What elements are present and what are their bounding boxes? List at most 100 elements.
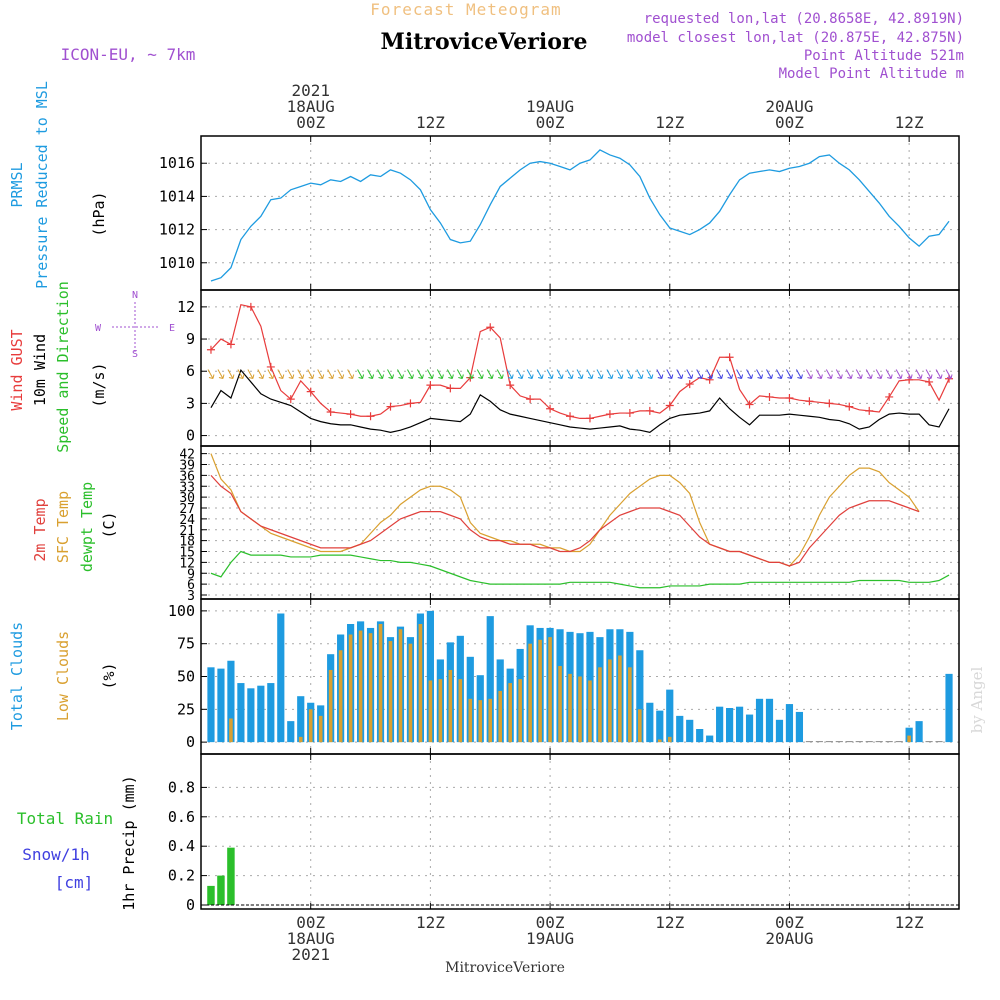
y-tick-label: 42 <box>179 448 195 463</box>
gust-marker <box>286 395 295 404</box>
low-cloud-bar <box>608 659 612 743</box>
wind-direction-arrow <box>536 369 544 379</box>
station-title: MitroviceVeriore <box>381 29 588 55</box>
y-tick-label: 100 <box>168 602 195 620</box>
wind-direction-arrow <box>895 369 903 379</box>
total-cloud-bar <box>656 710 664 743</box>
panel-label: (%) <box>100 662 118 689</box>
wind-direction-arrow <box>905 369 913 379</box>
gust-marker <box>785 394 794 403</box>
total-cloud-bar <box>696 729 704 743</box>
total-cloud-bar <box>267 683 275 743</box>
wind-direction-arrow <box>426 369 434 379</box>
low-cloud-bar <box>398 629 403 743</box>
total-cloud-bar <box>915 721 923 743</box>
wind-direction-arrow <box>855 369 863 379</box>
low-cloud-bar <box>229 718 233 743</box>
y-tick-label: 18 <box>179 535 195 550</box>
panel-wind <box>310 290 910 446</box>
total-cloud-bar <box>905 727 913 743</box>
bottom-time-label: 19AUG <box>526 929 574 948</box>
y-tick-label: 33 <box>179 480 195 495</box>
gust-marker <box>585 414 594 423</box>
y-tick-label: 6 <box>186 362 195 380</box>
top-time-label: 2021 <box>291 81 330 100</box>
compass-s: S <box>132 349 138 360</box>
wind-direction-arrow <box>815 369 823 379</box>
gust-marker <box>226 340 235 349</box>
total-cloud-bar <box>865 741 873 743</box>
total-cloud-bar <box>765 698 774 743</box>
wind-direction-arrow <box>686 369 694 379</box>
low-cloud-bar <box>578 676 582 743</box>
panel-label: Wind GUST <box>8 329 26 410</box>
y-tick-label: 50 <box>177 668 195 686</box>
bottom-time-label: 2021 <box>291 945 330 964</box>
wind-direction-arrow <box>945 369 953 379</box>
snow-unit: [cm] <box>55 873 94 892</box>
wind-direction-arrow <box>486 369 494 379</box>
gust-marker <box>506 381 515 390</box>
low-cloud-bar <box>468 698 473 743</box>
gust-marker <box>745 400 754 409</box>
y-tick-label: 12 <box>179 556 195 571</box>
wind-direction-arrow <box>865 369 873 379</box>
rain-bar <box>207 885 215 905</box>
compass-n: N <box>132 290 138 301</box>
low-cloud-bar <box>298 736 303 743</box>
wind-direction-arrow <box>835 369 843 379</box>
low-cloud-bar <box>528 643 532 743</box>
low-cloud-bar <box>318 715 323 743</box>
model-altitude: Model Point Altitude m <box>779 66 964 82</box>
y-tick-label: 1014 <box>159 187 195 205</box>
gust-marker <box>206 345 215 354</box>
wind-direction-arrow <box>825 369 833 379</box>
panel-pressure <box>310 136 910 290</box>
wind-direction-arrow <box>776 369 783 379</box>
total-cloud-bar <box>845 741 853 743</box>
compass-e: E <box>169 323 175 334</box>
total-cloud-bar <box>227 660 235 743</box>
wind-direction-arrow <box>506 369 514 379</box>
y-tick-label: 9 <box>186 330 195 348</box>
wind-direction-arrow <box>805 369 813 379</box>
y-tick-label: 6 <box>187 578 195 593</box>
total-cloud-bar <box>815 741 823 743</box>
low-cloud-bar <box>368 633 373 743</box>
wind-direction-arrow <box>616 369 624 379</box>
total-cloud-bar <box>726 708 734 743</box>
rain-bar <box>227 847 235 905</box>
gust-marker <box>605 410 614 419</box>
footer-station: MitroviceVeriore <box>445 960 565 976</box>
low-cloud-bar <box>628 667 632 743</box>
panel-label: (m/s) <box>90 362 108 407</box>
panel-label: Total Clouds <box>8 622 26 730</box>
wind-direction-arrow <box>766 369 773 379</box>
wind-direction-arrow <box>466 369 474 379</box>
wind-direction-arrow <box>586 369 594 379</box>
panel-frame <box>200 753 960 910</box>
wind-direction-arrow <box>287 369 295 379</box>
low-cloud-bar <box>907 735 911 743</box>
wind-direction-arrow <box>576 369 584 379</box>
low-cloud-bar <box>558 666 562 743</box>
low-cloud-bar <box>358 630 363 743</box>
panel-label: SFC Temp <box>54 491 72 563</box>
wind-direction-arrow <box>436 369 444 379</box>
total-cloud-bar <box>237 683 245 743</box>
rain-bar <box>217 875 225 905</box>
y-tick-label: 25 <box>177 700 195 718</box>
gust-marker <box>446 384 455 393</box>
total-cloud-bar <box>935 741 943 743</box>
wind-direction-arrow <box>416 369 424 379</box>
panel-label: Low Clouds <box>54 631 72 721</box>
bottom-time-label: 20AUG <box>765 929 813 948</box>
wind-direction-arrow <box>596 369 604 379</box>
total-cloud-bar <box>297 696 305 743</box>
wind-direction-arrow <box>297 369 305 379</box>
gust-marker <box>865 406 874 415</box>
wind-direction-arrow <box>636 369 644 379</box>
wind-direction-arrow <box>566 369 574 379</box>
wind-direction-arrow <box>935 369 943 379</box>
total-cloud-bar <box>686 719 694 743</box>
